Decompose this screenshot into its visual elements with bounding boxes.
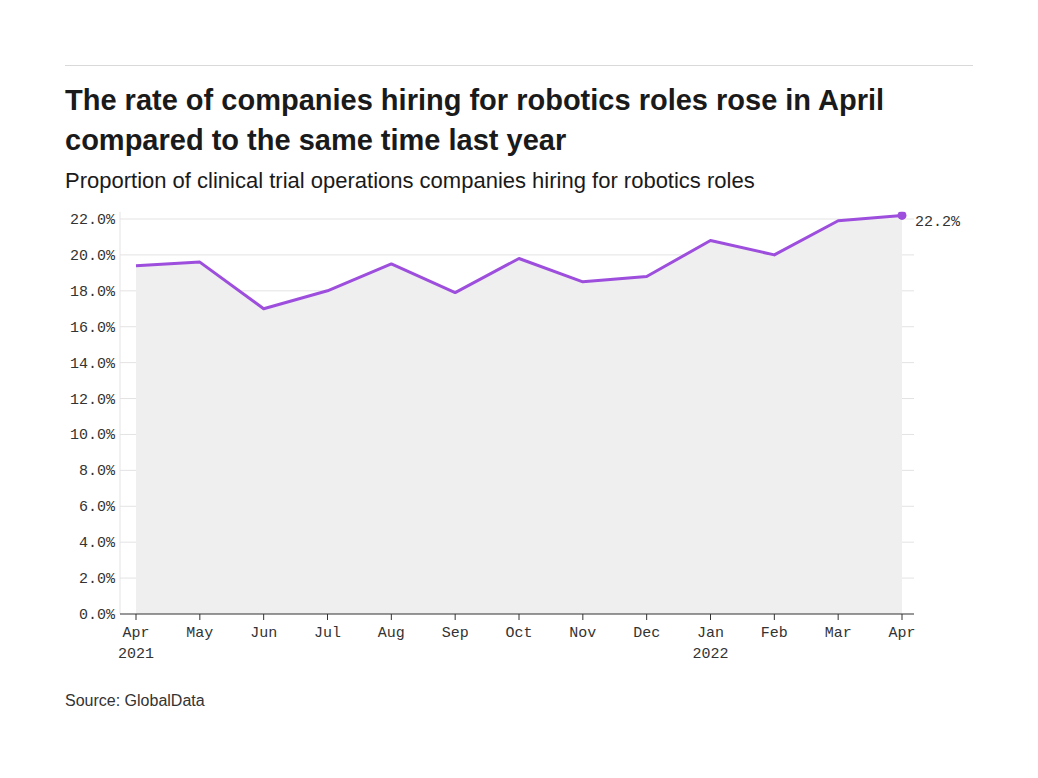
x-tick: [519, 614, 520, 620]
x-tick: [838, 614, 839, 620]
x-tick-label: Feb: [761, 625, 788, 642]
x-tick-label: Sep: [442, 625, 469, 642]
x-tick-label: Apr2021: [118, 625, 154, 663]
x-tick: [263, 614, 264, 620]
x-tick: [136, 614, 137, 620]
y-tick-label: 8.0%: [79, 463, 116, 480]
x-tick: [391, 614, 392, 620]
y-tick-label: 2.0%: [79, 571, 116, 588]
x-tick: [582, 614, 583, 620]
y-tick-label: 20.0%: [70, 248, 116, 265]
y-tick-label: 0.0%: [79, 607, 116, 624]
x-tick: [902, 614, 903, 620]
y-axis-line: [120, 212, 121, 614]
area: [136, 215, 902, 614]
plot-area: [136, 212, 907, 614]
x-tick: [455, 614, 456, 620]
top-rule: [65, 65, 973, 66]
line: [136, 215, 902, 308]
y-tick-label: 18.0%: [70, 284, 116, 301]
x-tick-label: Oct: [505, 625, 532, 642]
x-tick-label: Jan2022: [692, 625, 728, 663]
x-tick: [710, 614, 711, 620]
y-tick-label: 6.0%: [79, 499, 116, 516]
x-tick: [646, 614, 647, 620]
x-tick: [199, 614, 200, 620]
y-tick-label: 4.0%: [79, 535, 116, 552]
title: The rate of companies hiring for robotic…: [65, 80, 973, 160]
x-tick-label: Jul: [314, 625, 341, 642]
x-tick-label: Nov: [569, 625, 596, 642]
grid-line: [120, 219, 914, 220]
x-axis-line: [120, 613, 914, 614]
x-tick-label: Aug: [378, 625, 405, 642]
chart: 0.0% 2.0% 4.0% 6.0% 8.0% 10.0% 12.0% 14.0% 16.0%…: [0, 0, 1038, 778]
subtitle: Proportion of clinical trial operations …: [65, 166, 973, 196]
x-tick: [327, 614, 328, 620]
y-tick-label: 10.0%: [70, 427, 116, 444]
y-tick-label: 14.0%: [70, 356, 116, 373]
end-point: [898, 212, 907, 220]
x-tick: [774, 614, 775, 620]
end-label: 22.2%: [915, 214, 961, 231]
x-tick-label: Apr: [888, 625, 915, 642]
x-tick-label: May: [186, 625, 213, 642]
y-tick-label: 12.0%: [70, 392, 116, 409]
source: Source: GlobalData: [65, 692, 205, 710]
x-tick-label: Mar: [825, 625, 852, 642]
y-tick-label: 22.0%: [70, 212, 116, 229]
y-tick-label: 16.0%: [70, 320, 116, 337]
x-tick-label: Jun: [250, 625, 277, 642]
x-tick-label: Dec: [633, 625, 660, 642]
